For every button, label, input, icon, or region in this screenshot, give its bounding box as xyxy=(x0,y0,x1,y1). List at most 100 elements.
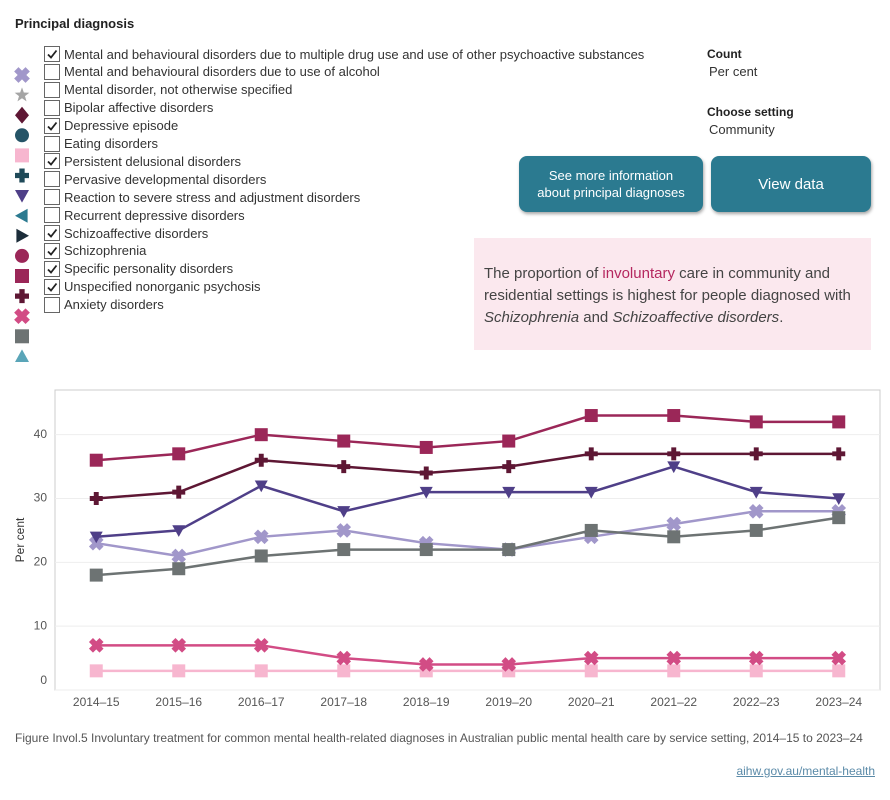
data-point xyxy=(584,447,598,461)
filter-label[interactable]: Pervasive developmental disorders xyxy=(64,171,267,187)
filter-label[interactable]: Schizoaffective disorders xyxy=(64,225,209,241)
filter-option[interactable]: Mental and behavioural disorders due to … xyxy=(44,63,380,81)
filter-label[interactable]: Schizophrenia xyxy=(64,243,147,259)
checkmark-path xyxy=(47,264,58,274)
legend-icon xyxy=(15,208,28,223)
data-point xyxy=(749,523,763,537)
checkbox[interactable] xyxy=(44,46,60,62)
checkbox[interactable] xyxy=(44,117,60,134)
filter-option[interactable]: Eating disorders xyxy=(44,135,158,153)
checkbox[interactable] xyxy=(44,278,60,295)
filter-option[interactable]: Schizophrenia xyxy=(44,242,146,260)
filter-option[interactable]: Anxiety disorders xyxy=(44,296,164,314)
data-point xyxy=(419,486,433,499)
checkbox[interactable] xyxy=(44,207,60,224)
filter-option[interactable]: Reaction to severe stress and adjustment… xyxy=(44,188,360,206)
filter-label[interactable]: Reaction to severe stress and adjustment… xyxy=(64,189,361,205)
filter-label[interactable]: Eating disorders xyxy=(64,136,158,151)
data-point xyxy=(89,453,103,467)
filter-label[interactable]: Mental disorder, not otherwise specified xyxy=(64,82,293,98)
data-point xyxy=(832,447,846,461)
checkbox[interactable] xyxy=(44,189,60,206)
x-tick-label: 2017–18 xyxy=(320,695,367,709)
x-tick-label: 2022–23 xyxy=(733,695,780,709)
checkmark-path xyxy=(47,49,58,59)
checkbox[interactable] xyxy=(44,99,60,116)
checkbox[interactable] xyxy=(44,242,60,259)
data-point xyxy=(419,440,433,454)
x-tick-label: 2018–19 xyxy=(403,695,450,709)
view-data-button[interactable]: View data xyxy=(711,156,871,212)
checkmark xyxy=(47,49,58,59)
setting-value[interactable]: Community xyxy=(709,122,775,137)
filter-option[interactable]: Mental and behavioural disorders due to … xyxy=(44,45,644,63)
data-point xyxy=(749,664,763,678)
data-point xyxy=(337,460,351,474)
checkbox[interactable] xyxy=(44,153,60,170)
legend-icon xyxy=(15,148,29,163)
data-point xyxy=(88,638,104,653)
y-axis-label: Per cent xyxy=(13,517,27,562)
legend-icon xyxy=(15,269,29,283)
checkmark-path xyxy=(47,121,58,131)
filter-label[interactable]: Depressive episode xyxy=(64,118,179,134)
filter-label[interactable]: Bipolar affective disorders xyxy=(64,100,214,116)
checkmark-path xyxy=(47,157,58,167)
checkbox[interactable] xyxy=(44,81,60,98)
filter-label[interactable]: Recurrent depressive disorders xyxy=(64,207,245,223)
callout-text: . xyxy=(779,309,784,326)
checkbox[interactable] xyxy=(44,63,60,80)
filter-option[interactable]: Bipolar affective disorders xyxy=(44,99,213,117)
data-point xyxy=(749,415,763,429)
data-point xyxy=(254,664,268,678)
checkbox[interactable] xyxy=(44,225,60,241)
filter-label[interactable]: Mental and behavioural disorders due to … xyxy=(64,46,645,62)
caption: Figure Invol.5 Involuntary treatment for… xyxy=(15,731,863,745)
checkbox[interactable] xyxy=(44,296,60,313)
data-point xyxy=(172,562,186,576)
filter-label[interactable]: Persistent delusional disorders xyxy=(64,153,242,169)
data-point xyxy=(666,650,682,666)
filter-option[interactable]: Persistent delusional disorders xyxy=(44,152,241,170)
filter-option[interactable]: Schizoaffective disorders xyxy=(44,224,208,242)
callout-text: Schizoaffective disorders xyxy=(612,309,780,326)
filter-option[interactable]: Specific personality disorders xyxy=(44,260,233,278)
filter-option[interactable]: Mental disorder, not otherwise specified xyxy=(44,81,292,99)
filter-option[interactable]: Pervasive developmental disorders xyxy=(44,170,266,188)
legend-icon xyxy=(14,67,30,83)
filter-option[interactable]: Depressive episode xyxy=(44,117,178,135)
data-point xyxy=(172,525,186,537)
filter-label[interactable]: Specific personality disorders xyxy=(64,261,234,277)
checkmark xyxy=(47,282,58,292)
x-tick-label: 2019–20 xyxy=(485,695,532,709)
x-tick-label: 2015–16 xyxy=(155,695,202,709)
callout-text: involuntary xyxy=(602,265,675,282)
data-point xyxy=(337,506,351,518)
source-link[interactable]: aihw.gov.au/mental-health xyxy=(736,764,875,778)
filter-option[interactable]: Recurrent depressive disorders xyxy=(44,206,245,224)
count-value[interactable]: Per cent xyxy=(709,64,758,79)
data-point xyxy=(337,664,351,678)
data-point xyxy=(501,657,517,672)
filter-label[interactable]: Anxiety disorders xyxy=(64,297,164,313)
count-label: Count xyxy=(707,47,742,61)
checkmark-path xyxy=(47,282,58,292)
checkbox[interactable] xyxy=(44,260,60,277)
data-point xyxy=(584,486,598,499)
filter-option[interactable]: Unspecified nonorganic psychosis xyxy=(44,278,261,296)
filter-label[interactable]: Unspecified nonorganic psychosis xyxy=(64,279,261,295)
filter-label[interactable]: Mental and behavioural disorders due to … xyxy=(64,64,380,80)
more-info-button[interactable]: See more information about principal dia… xyxy=(519,156,703,212)
checkbox[interactable] xyxy=(44,171,60,188)
data-point xyxy=(502,460,516,474)
callout-text: The proportion of xyxy=(484,265,603,282)
data-point xyxy=(667,409,681,423)
checkbox[interactable] xyxy=(44,135,60,152)
data-point xyxy=(832,664,846,678)
data-point xyxy=(253,529,269,545)
data-point xyxy=(418,657,434,672)
y-tick-label: 0 xyxy=(40,673,47,687)
checkmark-path xyxy=(47,228,58,238)
